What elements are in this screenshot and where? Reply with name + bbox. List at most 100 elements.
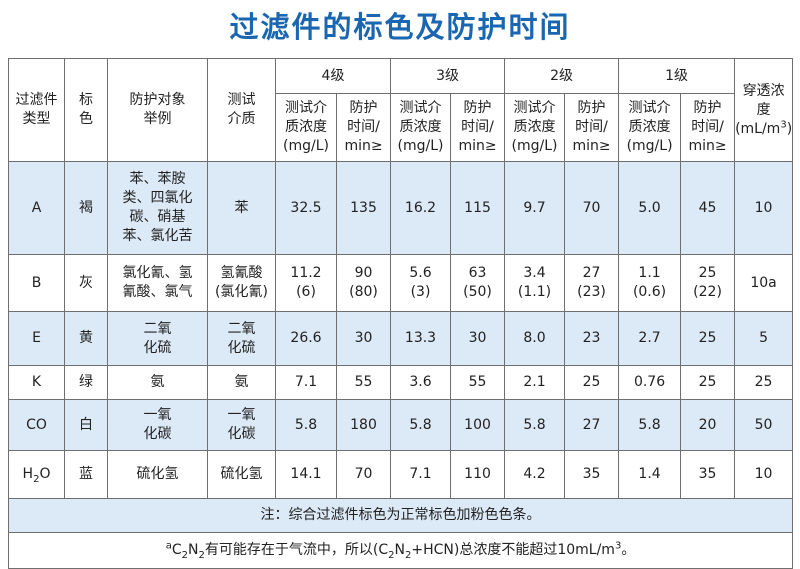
note-footnote-a: aC2N2有可能存在于气流中，所以(C2N2+HCN)总浓度不能超过10mL/m… [7, 532, 794, 569]
cell-examples: 硫化氢 [107, 450, 208, 499]
cell-medium: 硫化氢 [207, 450, 276, 499]
cell-time-grade-3: 30 [450, 311, 506, 366]
cell-conc-grade-4: 32.5 [275, 161, 337, 255]
cell-conc-grade-1: 1.1 (0.6) [618, 254, 682, 312]
header-color: 标 色 [64, 58, 108, 162]
cell-penetration: 25 [734, 365, 794, 400]
cell-examples: 二氧 化硫 [107, 311, 208, 366]
table-row: H2O 蓝硫化氢 硫化氢 14.1 70 7.1 110 4.2 35 1.4 35 10 [8, 450, 794, 499]
header-time-grade-4: 防护 时间/ min≥ [335, 93, 392, 162]
header-grade-1: 1级 [618, 58, 736, 94]
cell-time-grade-2: 27 [564, 399, 620, 451]
cell-conc-grade-1: 5.0 [618, 161, 682, 255]
cell-conc-grade-3: 13.3 [390, 311, 452, 366]
header-conc-grade-4: 测试介 质浓度 (mg/L) [275, 93, 337, 162]
cell-conc-grade-4: 7.1 [275, 365, 337, 400]
header-examples: 防护对象 举例 [107, 58, 208, 162]
cell-conc-grade-1: 1.4 [618, 450, 682, 499]
cell-conc-grade-4: 14.1 [275, 450, 337, 499]
cell-time-grade-2: 70 [564, 161, 620, 255]
cell-medium: 氨 [207, 365, 276, 400]
cell-time-grade-4: 55 [335, 365, 392, 400]
cell-time-grade-4: 180 [335, 399, 392, 451]
cell-conc-grade-3: 16.2 [390, 161, 452, 255]
cell-time-grade-4: 70 [335, 450, 392, 499]
cell-conc-grade-2: 8.0 [504, 311, 566, 366]
cell-conc-grade-1: 0.76 [618, 365, 682, 400]
cell-medium: 二氧 化硫 [207, 311, 276, 366]
cell-examples: 一氧 化碳 [107, 399, 208, 451]
cell-color: 灰 [64, 254, 108, 312]
cell-penetration: 5 [734, 311, 794, 366]
cell-conc-grade-3: 5.8 [390, 399, 452, 451]
cell-time-grade-3: 55 [450, 365, 506, 400]
header-type: 过滤件 类型 [8, 58, 65, 162]
cell-color: 黄 [64, 311, 108, 366]
cell-time-grade-3: 115 [450, 161, 506, 255]
table-row: CO 白一氧 化碳 一氧 化碳 5.8 180 5.8 100 5.8 27 5.8 20 50 [8, 399, 794, 451]
header-conc-grade-2: 测试介 质浓度 (mg/L) [504, 93, 566, 162]
cell-time-grade-4: 90 (80) [335, 254, 392, 312]
cell-conc-grade-1: 2.7 [618, 311, 682, 366]
cell-time-grade-2: 23 [564, 311, 620, 366]
table-row: B 灰氯化氰、氢 氰酸、氯气 氢氰酸 (氯化氰) 11.2 (6) 90 (80) 5.6… [8, 254, 794, 312]
header-time-grade-1: 防护 时间/ min≥ [680, 93, 736, 162]
cell-medium: 苯 [207, 161, 276, 255]
header-penetration: 穿透浓 度 (mL/m3) [734, 58, 794, 162]
cell-type: CO [8, 399, 65, 451]
table-row: K 绿氨氨 7.1 55 3.6 55 2.1 25 0.76 25 25 [8, 365, 794, 400]
cell-conc-grade-3: 7.1 [390, 450, 452, 499]
cell-conc-grade-2: 2.1 [504, 365, 566, 400]
cell-time-grade-4: 135 [335, 161, 392, 255]
header-time-grade-2: 防护 时间/ min≥ [564, 93, 620, 162]
cell-type: A [8, 161, 65, 255]
cell-conc-grade-3: 5.6 (3) [390, 254, 452, 312]
header-conc-grade-3: 测试介 质浓度 (mg/L) [390, 93, 452, 162]
cell-conc-grade-1: 5.8 [618, 399, 682, 451]
table-row: E 黄二氧 化硫 二氧 化硫 26.6 30 13.3 30 8.0 23 2.7 25 5 [8, 311, 794, 366]
cell-color: 褐 [64, 161, 108, 255]
filter-table: 过滤件 类型 标 色 防护对象 举例 测试 介质 4级 3级 2级 1级 穿透浓… [7, 58, 794, 569]
cell-color: 蓝 [64, 450, 108, 499]
cell-type: E [8, 311, 65, 366]
subheader-row: 测试介 质浓度 (mg/L) 防护 时间/ min≥ 测试介 质浓度 (mg/L) 防… [9, 93, 793, 162]
header-grade-4: 4级 [274, 58, 392, 94]
cell-time-grade-3: 110 [450, 450, 506, 499]
cell-time-grade-2: 27 (23) [564, 254, 620, 312]
header-medium: 测试 介质 [207, 58, 276, 162]
data-body: A 褐苯、苯胺 类、四氯化 碳、硝基 苯、氯化苦苯 32.5 135 16.2 115 9.… [8, 161, 794, 499]
cell-time-grade-4: 30 [335, 311, 392, 366]
cell-type: H2O [8, 450, 65, 499]
cell-penetration: 10 [734, 450, 794, 499]
cell-conc-grade-2: 4.2 [504, 450, 566, 499]
cell-time-grade-1: 20 [680, 399, 736, 451]
note-pink-stripe: 注：综合过滤件标色为正常标色加粉色色条。 [7, 498, 794, 533]
cell-conc-grade-2: 9.7 [504, 161, 566, 255]
cell-conc-grade-2: 5.8 [504, 399, 566, 451]
cell-time-grade-1: 25 [680, 311, 736, 366]
header-conc-grade-1: 测试介 质浓度 (mg/L) [618, 93, 682, 162]
cell-time-grade-2: 25 [564, 365, 620, 400]
page-title: 过滤件的标色及防护时间 [229, 10, 571, 44]
cell-medium: 一氧 化碳 [207, 399, 276, 451]
header-time-grade-3: 防护 时间/ min≥ [450, 93, 506, 162]
cell-penetration: 10a [734, 254, 794, 312]
table-row: A 褐苯、苯胺 类、四氯化 碳、硝基 苯、氯化苦苯 32.5 135 16.2 115 9.… [8, 161, 794, 255]
cell-penetration: 10 [734, 161, 794, 255]
cell-time-grade-1: 25 (22) [680, 254, 736, 312]
cell-time-grade-1: 35 [680, 450, 736, 499]
cell-type: B [8, 254, 65, 312]
header-grade-3: 3级 [390, 58, 506, 94]
cell-conc-grade-3: 3.6 [390, 365, 452, 400]
cell-examples: 氯化氰、氢 氰酸、氯气 [107, 254, 208, 312]
cell-penetration: 50 [734, 399, 794, 451]
cell-color: 白 [64, 399, 108, 451]
cell-type: K [8, 365, 65, 400]
cell-time-grade-3: 100 [450, 399, 506, 451]
cell-time-grade-1: 45 [680, 161, 736, 255]
cell-medium: 氢氰酸 (氯化氰) [207, 254, 276, 312]
cell-conc-grade-4: 26.6 [275, 311, 337, 366]
cell-examples: 氨 [107, 365, 208, 400]
cell-time-grade-2: 35 [564, 450, 620, 499]
cell-examples: 苯、苯胺 类、四氯化 碳、硝基 苯、氯化苦 [107, 161, 208, 255]
